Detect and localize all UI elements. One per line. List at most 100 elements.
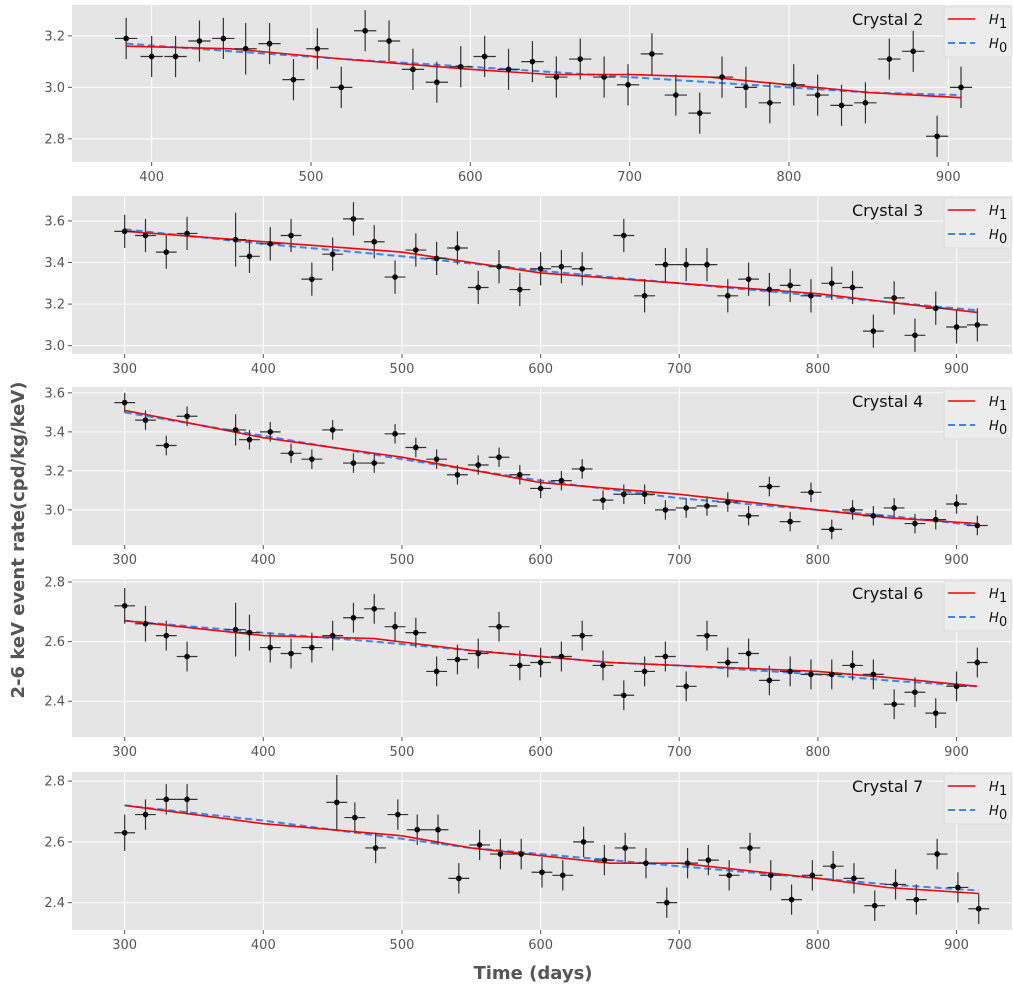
data-marker [745, 650, 752, 657]
data-marker [766, 286, 773, 293]
legend: H 1H 0 [943, 6, 1013, 58]
data-marker [808, 671, 814, 678]
data-point [365, 832, 387, 864]
data-marker [142, 232, 149, 239]
data-point [675, 247, 697, 282]
data-point [571, 459, 593, 479]
data-marker [314, 45, 321, 52]
data-point [530, 647, 552, 678]
data-marker [620, 491, 627, 498]
data-point [225, 414, 246, 446]
data-point [758, 82, 781, 124]
legend: H 1H 0 [943, 388, 1013, 440]
data-marker [953, 324, 960, 330]
data-point [904, 677, 926, 708]
data-point [469, 829, 491, 861]
data-marker [414, 826, 421, 833]
x-tick-label: 700 [667, 362, 692, 377]
data-marker [766, 483, 773, 490]
data-marker [643, 860, 649, 866]
legend-h0-subscript: 0 [999, 41, 1007, 56]
legend-h0-label: H [989, 611, 999, 626]
data-marker [932, 305, 939, 312]
data-point [301, 632, 323, 663]
data-point [301, 262, 323, 296]
data-point [592, 490, 614, 510]
data-marker [932, 710, 939, 716]
data-marker [974, 522, 981, 529]
data-point [234, 23, 257, 75]
data-point [114, 814, 136, 851]
data-point [176, 406, 198, 427]
panel-1: 400 500 600 700 800 900 2.8 3.0 3.2 Crystal 2 H 1H 0 [44, 5, 1013, 185]
data-marker [683, 683, 689, 690]
data-marker [184, 230, 190, 237]
y-tick-label: 2.4 [44, 695, 65, 710]
data-point [842, 270, 863, 305]
data-marker [601, 74, 607, 80]
data-point [488, 250, 510, 284]
x-tick-label: 800 [805, 938, 830, 953]
data-point [322, 237, 344, 271]
x-tick-label: 400 [251, 553, 276, 568]
data-marker [350, 216, 357, 222]
data-marker [517, 471, 523, 478]
data-point [176, 216, 198, 251]
x-tick-label: 600 [528, 938, 553, 953]
data-point [363, 593, 385, 624]
data-marker [953, 683, 960, 690]
panel-label: Crystal 3 [852, 201, 923, 220]
data-marker [184, 653, 190, 660]
data-point [384, 424, 406, 444]
data-point [405, 617, 427, 648]
y-tick-label: 2.6 [44, 635, 65, 650]
data-marker [767, 872, 774, 879]
data-marker [851, 875, 857, 882]
data-point [800, 279, 822, 313]
data-marker [696, 110, 703, 116]
data-point [239, 239, 260, 273]
data-point [925, 698, 947, 729]
data-marker [142, 811, 149, 818]
data-point [176, 784, 198, 815]
legend: H 1H 0 [943, 197, 1013, 249]
plot-area [72, 196, 1012, 354]
data-marker [392, 274, 398, 280]
data-point [155, 784, 177, 815]
x-tick-label: 600 [528, 745, 553, 760]
data-marker [891, 701, 897, 708]
data-point [530, 252, 552, 286]
data-point [843, 863, 865, 894]
data-point [405, 233, 427, 267]
x-tick-label: 900 [944, 745, 969, 760]
data-point [280, 443, 302, 464]
y-tick-label: 3.6 [44, 386, 65, 401]
data-marker [246, 629, 253, 636]
data-marker [496, 263, 502, 270]
data-marker [350, 614, 357, 621]
data-marker [910, 48, 917, 55]
legend-h1-label: H [989, 204, 999, 219]
data-point [925, 509, 947, 530]
data-marker [766, 677, 773, 684]
data-point [739, 832, 761, 864]
data-marker [163, 442, 170, 449]
data-marker [913, 896, 920, 903]
y-tick-label: 3.0 [44, 503, 65, 518]
data-marker [912, 689, 918, 696]
x-tick-label: 900 [944, 553, 969, 568]
legend-h1-subscript: 1 [999, 17, 1007, 32]
data-marker [726, 872, 732, 879]
data-point [330, 66, 353, 108]
x-axis-title: Time (days) [473, 963, 592, 984]
data-point [509, 272, 531, 307]
data-point [343, 602, 364, 633]
data-marker [724, 292, 731, 299]
x-tick-label: 400 [251, 938, 276, 953]
x-tick-label: 800 [777, 170, 802, 185]
data-point [738, 262, 759, 296]
data-point [259, 227, 281, 261]
data-point [821, 659, 843, 690]
data-marker [974, 659, 981, 666]
